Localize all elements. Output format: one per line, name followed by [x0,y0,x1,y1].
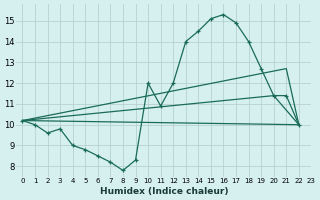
X-axis label: Humidex (Indice chaleur): Humidex (Indice chaleur) [100,187,228,196]
